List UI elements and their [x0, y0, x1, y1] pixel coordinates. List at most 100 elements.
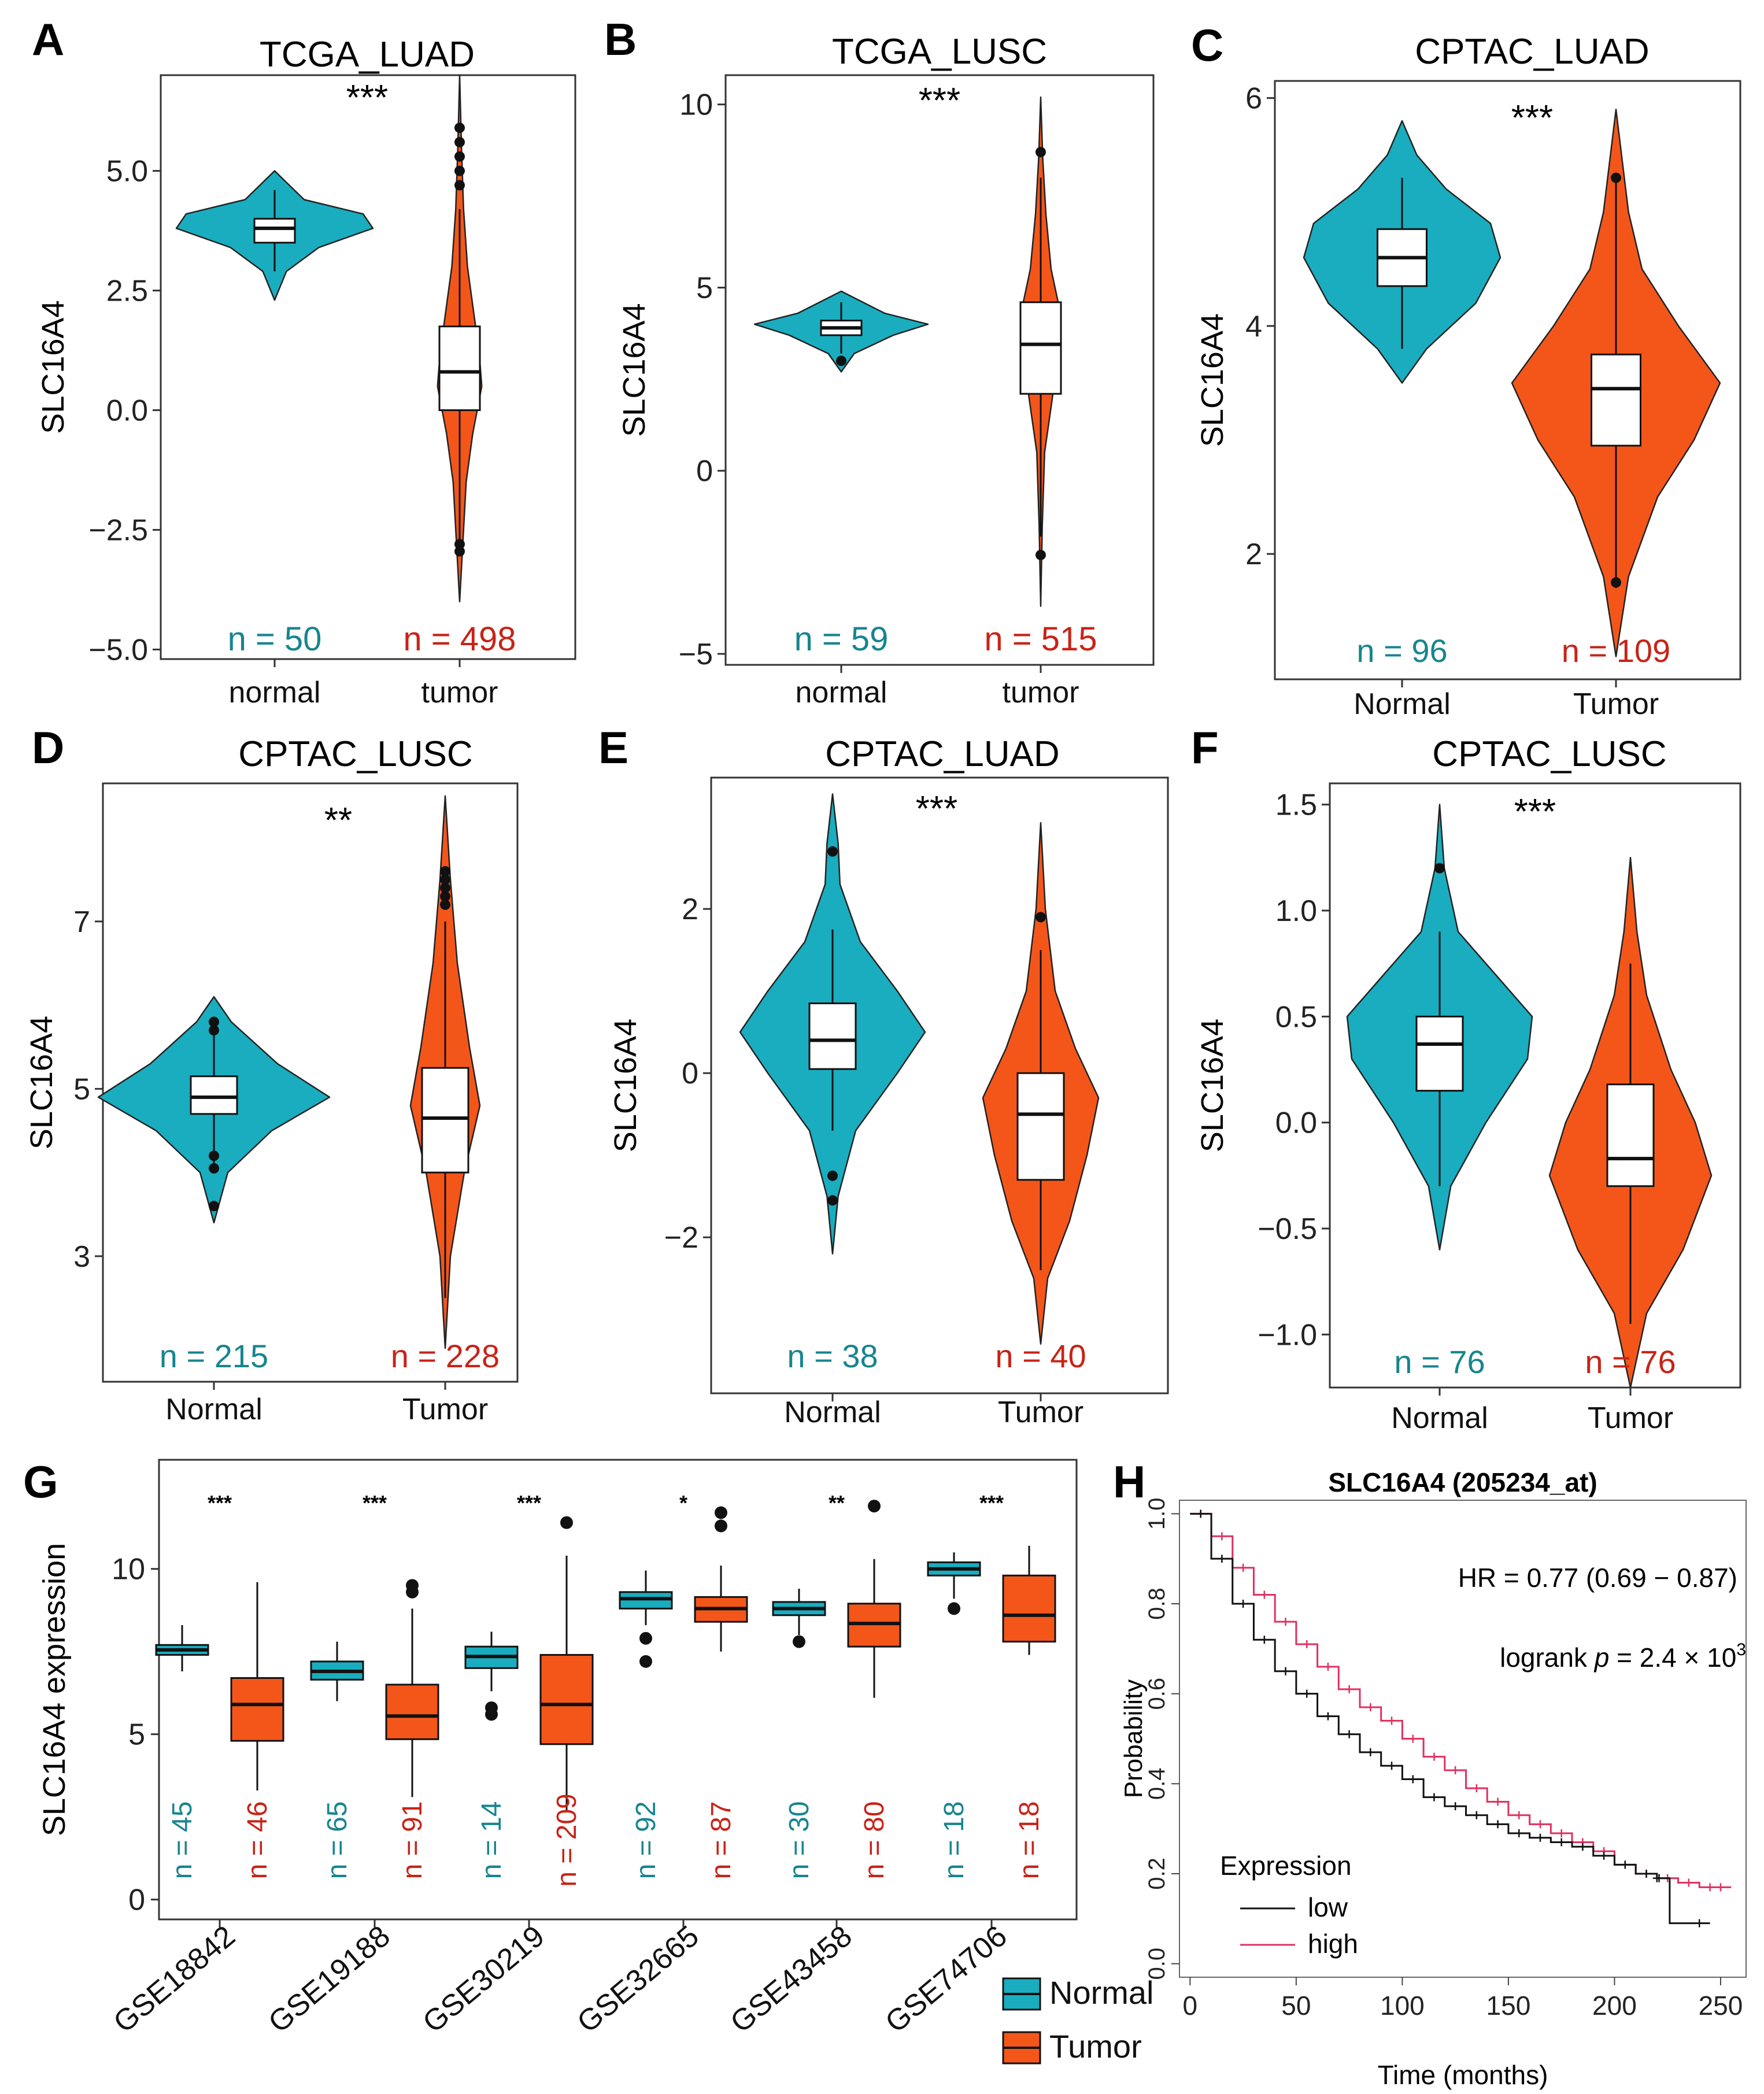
censor-mark: [1706, 1883, 1714, 1892]
panel-label: E: [598, 722, 628, 773]
panel-label: G: [23, 1456, 58, 1507]
x-tick-label: Tumor: [402, 1393, 488, 1426]
significance-marker: ***: [346, 78, 388, 118]
sample-size-label: n = 109: [1562, 632, 1670, 669]
censor-mark: [1430, 1793, 1438, 1801]
sample-size-label: n = 209: [552, 1793, 582, 1886]
y-tick-label: 0.0: [1144, 1948, 1170, 1980]
significance-marker: *: [679, 1491, 687, 1515]
y-axis-label: SLC16A4: [24, 1016, 59, 1149]
chart-title: CPTAC_LUAD: [1415, 32, 1649, 72]
x-tick-label: 150: [1486, 1991, 1531, 2021]
box-tumor: [230, 1677, 284, 1742]
censor-mark: [1303, 1640, 1311, 1649]
censor-mark: [1557, 1829, 1566, 1837]
y-axis-label: SLC16A4: [608, 1019, 643, 1152]
censor-mark: [1472, 1811, 1481, 1819]
y-tick-label: 3: [73, 1240, 90, 1274]
panel-e: E CPTAC_LUAD SLC16A4 2 0 −2 *** n = 38 Normal n =…: [598, 722, 1169, 1429]
y-axis-label: SLC16A4: [617, 303, 652, 436]
outlier-point: [209, 1150, 219, 1161]
panel-d: D CPTAC_LUSC SLC16A4 7 5 3 ** n = 215 Normal n = …: [24, 722, 519, 1426]
x-tick-label: 50: [1281, 1991, 1311, 2021]
sample-size-label: n = 228: [391, 1338, 500, 1374]
outlier-point: [406, 1585, 419, 1599]
outlier-point: [1611, 172, 1621, 183]
censor-mark: [1323, 1662, 1332, 1671]
y-tick-label: −2: [664, 1221, 698, 1255]
panel-f: F CPTAC_LUSC SLC16A4 1.5 1.0 0.5 0.0 −0.5 −1.0 **…: [1191, 722, 1741, 1435]
outlier-point: [715, 1519, 727, 1533]
box-iqr: [1016, 1072, 1065, 1181]
box-tumor: [385, 1684, 439, 1740]
sample-size-label: n = 18: [939, 1801, 970, 1880]
y-tick-label: 0.0: [106, 394, 148, 428]
censor-mark: [1642, 1869, 1651, 1878]
significance-marker: ***: [517, 1491, 541, 1515]
x-tick-label: tumor: [421, 676, 498, 709]
x-axis-label: Time (months): [1378, 2060, 1548, 2090]
outlier-point: [715, 1506, 727, 1519]
plot-frame: [1274, 80, 1741, 680]
outlier-point: [1036, 549, 1046, 560]
x-tick-label: Normal: [165, 1393, 262, 1426]
censor-mark: [1281, 1667, 1290, 1675]
outlier-point: [827, 846, 838, 857]
censor-mark: [1260, 1590, 1269, 1599]
censor-mark: [1451, 1802, 1460, 1811]
panel-label: B: [604, 14, 637, 65]
box-tumor: [1002, 1574, 1056, 1643]
chart-title: TCGA_LUSC: [832, 32, 1047, 72]
x-tick-label: 0: [1183, 1991, 1198, 2021]
box-iqr: [253, 217, 296, 244]
significance-marker: ***: [919, 81, 960, 121]
x-tick-label: Normal: [1391, 1401, 1488, 1435]
outlier-point: [440, 882, 450, 893]
outlier-point: [868, 1500, 881, 1513]
plot-frame: [1179, 1500, 1747, 1978]
sample-size-label: n = 65: [322, 1801, 353, 1880]
y-axis-label: SLC16A4: [36, 300, 71, 434]
censor-mark: [1260, 1636, 1269, 1644]
significance-marker: **: [829, 1491, 845, 1515]
outlier-point: [454, 123, 465, 134]
y-tick-label: −5: [679, 638, 713, 671]
outlier-point: [639, 1631, 652, 1645]
outlier-point: [827, 1195, 838, 1206]
box-tumor: [539, 1653, 594, 1745]
censor-mark: [1472, 1784, 1481, 1793]
y-tick-label: 0.2: [1144, 1858, 1170, 1890]
x-tick-label: Normal: [784, 1396, 881, 1429]
panel-label: F: [1191, 722, 1219, 773]
logrank-text: logrank p = 2.4 × 103: [1500, 1640, 1746, 1673]
legend-label: Normal: [1049, 1974, 1153, 2011]
outlier-point: [454, 151, 465, 162]
outlier-point: [209, 1163, 219, 1174]
censor-mark: [1695, 1919, 1704, 1927]
y-tick-label: 2: [682, 893, 698, 926]
y-tick-label: 0: [128, 1884, 145, 1917]
box-iqr: [808, 1002, 857, 1070]
y-tick-label: 2.5: [106, 275, 148, 308]
hazard-ratio-text: HR = 0.77 (0.69 − 0.87): [1458, 1563, 1737, 1593]
censor-mark: [1345, 1730, 1353, 1738]
censor-mark: [1408, 1775, 1417, 1784]
significance-marker: ***: [208, 1491, 232, 1515]
plot-frame: [158, 1459, 1078, 1921]
outlier-point: [793, 1635, 805, 1648]
sample-size-label: n = 80: [859, 1801, 890, 1880]
panel-label: H: [1113, 1456, 1145, 1507]
censor-mark: [1388, 1716, 1396, 1725]
outlier-point: [209, 1016, 219, 1027]
plot-frame: [102, 782, 519, 1383]
censor-mark: [1536, 1833, 1544, 1842]
significance-marker: ***: [1514, 792, 1556, 832]
censor-mark: [1493, 1820, 1502, 1829]
y-axis-label: SLC16A4: [1195, 313, 1230, 447]
outlier-point: [454, 165, 465, 176]
y-tick-label: 0.5: [1275, 1000, 1317, 1034]
censor-mark: [1600, 1851, 1608, 1860]
significance-marker: ***: [979, 1491, 1004, 1515]
logrank-value: = 2.4 × 10: [1609, 1642, 1736, 1673]
